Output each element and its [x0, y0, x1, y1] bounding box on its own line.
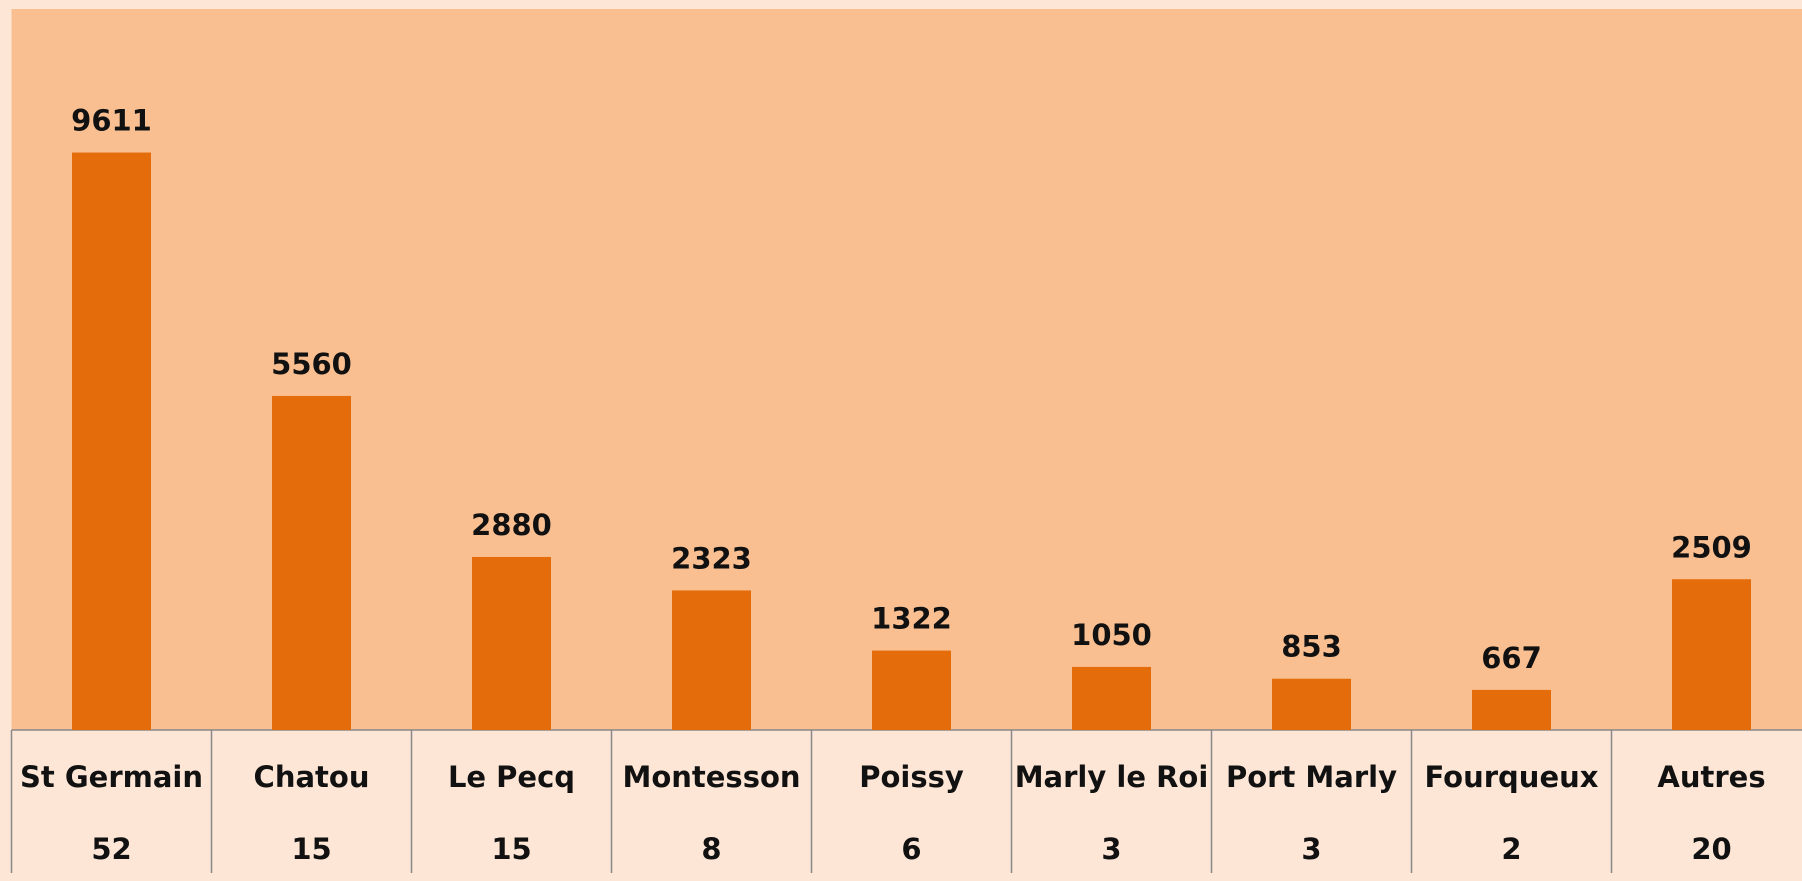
category-label: Autres: [1657, 760, 1765, 794]
value-label: 1322: [871, 602, 952, 636]
category-label: Le Pecq: [448, 760, 575, 794]
bar: [1072, 667, 1151, 730]
bar: [1672, 579, 1751, 730]
bar: [1472, 690, 1551, 730]
bar: [72, 153, 151, 730]
value-label: 1050: [1071, 618, 1152, 652]
table-value: 6: [901, 832, 921, 866]
bar: [272, 396, 351, 730]
table-value: 20: [1691, 832, 1731, 866]
value-label: 2880: [471, 508, 552, 542]
table-value: 15: [491, 832, 531, 866]
value-label: 5560: [271, 347, 352, 381]
value-label: 2323: [671, 541, 752, 575]
category-label: Montesson: [622, 760, 800, 794]
bar: [472, 557, 551, 730]
bar: [872, 651, 951, 730]
value-label: 853: [1281, 630, 1342, 664]
bar: [1272, 679, 1351, 730]
table-value: 52: [91, 832, 131, 866]
category-label: Port Marly: [1226, 760, 1397, 794]
value-label: 9611: [71, 104, 152, 138]
table-value: 2: [1501, 832, 1521, 866]
table-value: 3: [1301, 832, 1321, 866]
bar: [672, 590, 751, 730]
value-label: 667: [1481, 641, 1542, 675]
table-value: 15: [291, 832, 331, 866]
category-label: Fourqueux: [1425, 760, 1599, 794]
table-value: 3: [1101, 832, 1121, 866]
value-label: 2509: [1671, 530, 1752, 564]
category-label: Poissy: [859, 760, 964, 794]
category-label: St Germain: [20, 760, 203, 794]
table-value: 8: [701, 832, 721, 866]
category-label: Marly le Roi: [1015, 760, 1209, 794]
category-label: Chatou: [254, 760, 370, 794]
